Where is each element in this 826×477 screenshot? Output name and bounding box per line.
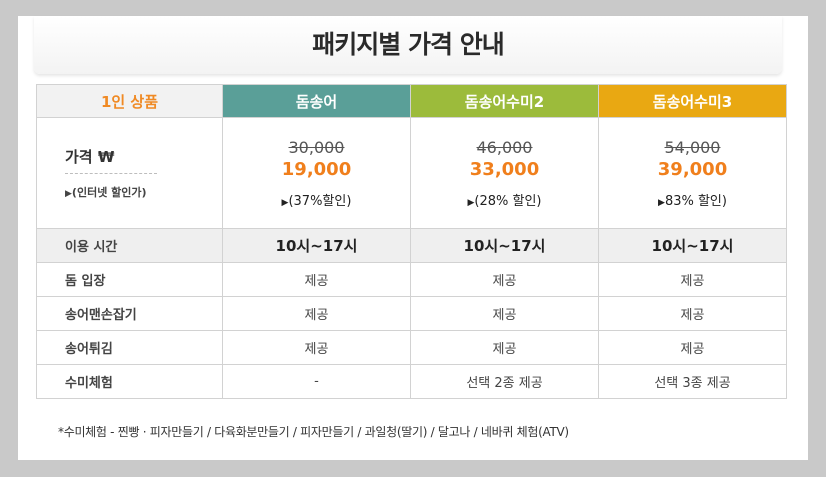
discount-price: 19,000 [281,158,352,180]
triangle-icon: ▶ [467,197,475,208]
table-row: 수미체험 - 선택 2종 제공 선택 3종 제공 [36,364,787,399]
table-row: 송어맨손잡기 제공 제공 제공 [36,296,787,331]
cell-value: 제공 [598,262,787,297]
original-price: 46,000 [476,137,533,157]
triangle-icon: ▶ [658,197,665,208]
price-label-cell: 가격 ₩ ▶(인터넷 할인가) [36,117,223,229]
cell-value: 제공 [410,262,599,297]
cell-value: - [222,364,411,399]
row-label: 수미체험 [36,364,223,399]
cell-value: 제공 [410,330,599,365]
table-row: 송어튀김 제공 제공 제공 [36,330,787,365]
header-product-label: 1인 상품 [36,84,223,118]
row-label: 송어튀김 [36,330,223,365]
cell-value: 제공 [598,330,787,365]
cell-value: 제공 [598,296,787,331]
price-cell-3: 54,000 39,000 ▶83% 할인) [598,117,787,229]
table-row: 돔 입장 제공 제공 제공 [36,262,787,297]
cell-value: 선택 3종 제공 [598,364,787,399]
price-row: 가격 ₩ ▶(인터넷 할인가) 30,000 19,000 ▶(37%할인) 4… [36,117,787,229]
cell-value: 제공 [222,296,411,331]
price-cell-2: 46,000 33,000 ▶(28% 할인) [410,117,599,229]
triangle-icon: ▶ [281,197,289,208]
cell-value: 선택 2종 제공 [410,364,599,399]
discount-rate: ▶83% 할인) [658,193,727,209]
cell-value: 제공 [222,262,411,297]
cell-value: 10시~17시 [410,228,599,263]
header-package-3: 돔송어수미3 [598,84,787,118]
cell-value: 10시~17시 [598,228,787,263]
cell-value: 제공 [222,330,411,365]
cell-value: 10시~17시 [222,228,411,263]
cell-value: 제공 [410,296,599,331]
package-price-card: 패키지별 가격 안내 1인 상품 돔송어 돔송어수미2 돔송어수미3 가격 ₩ … [18,16,808,460]
price-cell-1: 30,000 19,000 ▶(37%할인) [222,117,411,229]
original-price: 30,000 [288,137,345,157]
discount-price: 39,000 [657,158,728,180]
row-label: 송어맨손잡기 [36,296,223,331]
header-package-2: 돔송어수미2 [410,84,599,118]
table-row: 이용 시간 10시~17시 10시~17시 10시~17시 [36,228,787,263]
footnote: *수미체험 - 찐빵 · 피자만들기 / 다육화분만들기 / 피자만들기 / 과… [58,425,569,439]
row-label: 돔 입장 [36,262,223,297]
price-label: 가격 ₩ [65,146,157,174]
page-title: 패키지별 가격 안내 [34,16,782,74]
discount-price: 33,000 [469,158,540,180]
price-sublabel: ▶(인터넷 할인가) [65,186,147,199]
original-price: 54,000 [664,137,721,157]
header-package-1: 돔송어 [222,84,411,118]
package-price-table: 1인 상품 돔송어 돔송어수미2 돔송어수미3 가격 ₩ ▶(인터넷 할인가) … [36,84,787,399]
triangle-icon: ▶ [65,189,72,199]
discount-rate: ▶(28% 할인) [467,193,542,209]
table-header-row: 1인 상품 돔송어 돔송어수미2 돔송어수미3 [36,84,787,118]
discount-rate: ▶(37%할인) [281,193,352,209]
row-label: 이용 시간 [36,228,223,263]
